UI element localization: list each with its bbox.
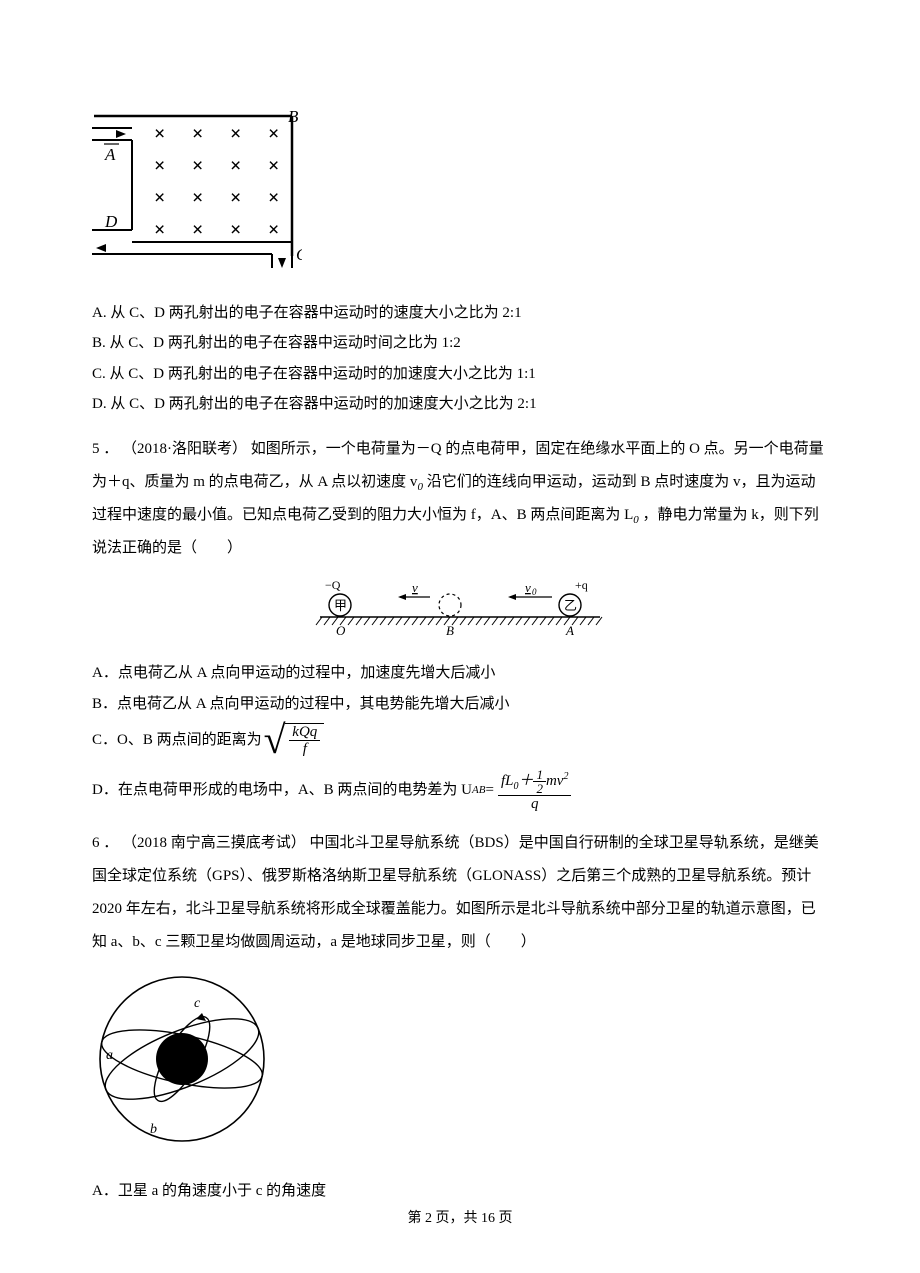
svg-text:甲: 甲 [334, 598, 347, 613]
svg-text:×: × [192, 219, 203, 241]
q4-option-d: D. 从 C、D 两孔射出的电子在容器中运动时的加速度大小之比为 2:1 [92, 390, 828, 419]
q6-stem: 6 ． （2018 南宁高三摸底考试） 中国北斗卫星导航系统（BDS）是中国自行… [92, 827, 828, 959]
svg-text:×: × [192, 187, 203, 209]
q5-option-b: B．点电荷乙从 A 点向甲运动的过程中，其电势能先增大后减小 [92, 690, 828, 719]
svg-text:乙: 乙 [564, 598, 577, 613]
svg-text:+q: +q [575, 578, 588, 592]
q5-figure: 甲 −Q O B v 乙 +q A v 0 [92, 577, 828, 648]
svg-text:A: A [104, 145, 116, 164]
svg-text:×: × [192, 123, 203, 145]
q5-stem: 5 ． （2018·洛阳联考） 如图所示，一个电荷量为－Q 的点电荷甲，固定在绝… [92, 433, 828, 565]
svg-text:b: b [150, 1122, 157, 1137]
svg-text:D: D [104, 212, 118, 231]
q5: 5 ． （2018·洛阳联考） 如图所示，一个电荷量为－Q 的点电荷甲，固定在绝… [92, 433, 828, 813]
q6-figure: a b c [92, 969, 828, 1160]
q6-option-a: A．卫星 a 的角速度小于 c 的角速度 [92, 1177, 828, 1206]
q5-d-pre: D．在点电荷甲形成的电场中，A、B 两点间的电势差为 U [92, 776, 472, 805]
q5-c-frac: kQq f [289, 724, 320, 758]
q4-option-c: C. 从 C、D 两孔射出的电子在容器中运动时的加速度大小之比为 1:1 [92, 360, 828, 389]
q6-source: （2018 南宁高三摸底考试） [122, 835, 306, 851]
q5-d-eq: = [485, 776, 493, 805]
svg-text:c: c [194, 996, 201, 1011]
q4-option-b: B. 从 C、D 两孔射出的电子在容器中运动时间之比为 1:2 [92, 329, 828, 358]
svg-text:×: × [230, 123, 241, 145]
q6: 6 ． （2018 南宁高三摸底考试） 中国北斗卫星导航系统（BDS）是中国自行… [92, 827, 828, 1206]
svg-text:×: × [268, 219, 279, 241]
svg-text:×: × [192, 155, 203, 177]
q4-option-a: A. 从 C、D 两孔射出的电子在容器中运动时的速度大小之比为 2:1 [92, 299, 828, 328]
svg-text:×: × [268, 123, 279, 145]
svg-text:O: O [336, 623, 346, 637]
q6-text: 中国北斗卫星导航系统（BDS）是中国自行研制的全球卫星导轨系统，是继美国全球定位… [92, 835, 819, 950]
svg-text:×: × [268, 155, 279, 177]
q5-d-sub: AB [472, 780, 485, 801]
q5-d-frac: fL0＋12mv2 q [498, 768, 572, 813]
q5-Q-label: −Q [325, 578, 341, 592]
svg-text:×: × [154, 219, 165, 241]
page-footer: 第 2 页，共 16 页 [0, 1206, 920, 1233]
svg-text:a: a [106, 1048, 113, 1063]
svg-text:B: B [446, 623, 454, 637]
q5-svg: 甲 −Q O B v 乙 +q A v 0 [300, 577, 620, 637]
q5-option-c: C．O、B 两点间的距离为 √ kQq f [92, 720, 828, 760]
svg-text:C: C [296, 245, 302, 264]
sqrt-expr: √ kQq f [264, 720, 325, 760]
q5-v0-sub: 0 [417, 481, 423, 493]
svg-text:×: × [154, 155, 165, 177]
svg-text:×: × [154, 123, 165, 145]
sqrt-sign-icon: √ [264, 720, 286, 760]
svg-text:×: × [154, 187, 165, 209]
q4-figure: A B D C × × × × × × × × × × × × × × × × [92, 110, 828, 281]
svg-text:v: v [525, 580, 531, 595]
q5-num: 5 ． [92, 441, 118, 457]
q5-option-d: D．在点电荷甲形成的电场中，A、B 两点间的电势差为 UAB = fL0＋12m… [92, 768, 828, 813]
magnetic-field-box-svg: A B D C × × × × × × × × × × × × × × × × [92, 110, 302, 270]
svg-text:×: × [230, 155, 241, 177]
svg-text:×: × [230, 187, 241, 209]
svg-text:v: v [412, 580, 418, 595]
svg-text:A: A [565, 623, 574, 637]
svg-text:B: B [288, 110, 299, 126]
q5-source: （2018·洛阳联考） [122, 441, 247, 457]
orbit-svg: a b c [92, 969, 272, 1149]
svg-text:×: × [268, 187, 279, 209]
svg-text:0: 0 [532, 587, 537, 597]
q5-c-pre: C．O、B 两点间的距离为 [92, 726, 262, 755]
q6-num: 6 ． [92, 835, 118, 851]
q5-option-a: A．点电荷乙从 A 点向甲运动的过程中，加速度先增大后减小 [92, 659, 828, 688]
svg-text:×: × [230, 219, 241, 241]
q5-l0-sub: 0 [633, 514, 639, 526]
